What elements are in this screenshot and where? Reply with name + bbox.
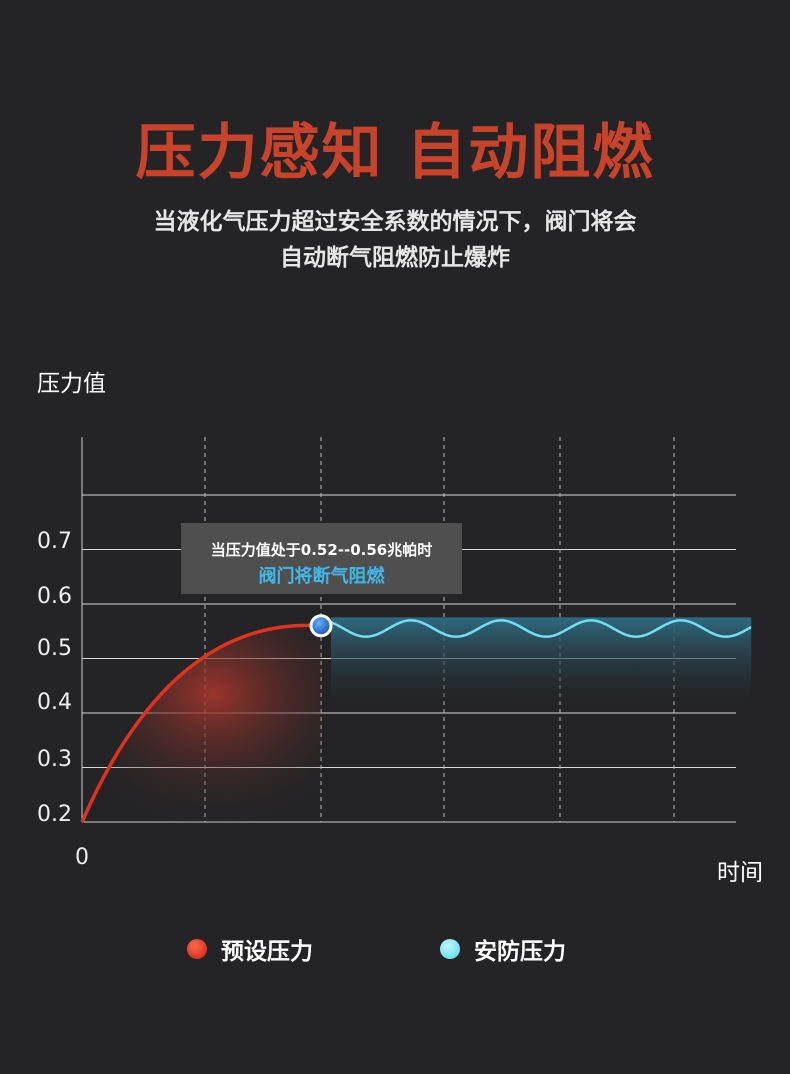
- legend-dot-safe: [440, 939, 460, 959]
- legend-label: 预设压力: [221, 939, 313, 965]
- preset-area: [82, 625, 321, 822]
- legend-dot-preset: [187, 939, 207, 959]
- safe-band-area: [331, 617, 752, 703]
- y-tick: 0.4: [37, 690, 72, 715]
- y-tick: 0.5: [37, 636, 72, 661]
- safe-pressure-wave: [319, 619, 752, 638]
- headline: 压力感知 自动阻燃: [135, 118, 655, 188]
- preset-pressure-line: [80, 623, 322, 823]
- x-tick: 0: [75, 845, 89, 870]
- legend-label: 安防压力: [474, 939, 566, 965]
- x-axis-label: 时间: [717, 860, 763, 886]
- y-axis-label: 压力值: [37, 371, 106, 397]
- subtitle-line-1: 当液化气压力超过安全系数的情况下，阀门将会: [153, 209, 637, 235]
- tooltip-line-2: 阀门将断气阻燃: [258, 566, 385, 587]
- y-tick: 0.6: [37, 584, 72, 609]
- y-tick: 0.2: [37, 802, 72, 827]
- threshold-tooltip: 当压力值处于0.52--0.56兆帕时 阀门将断气阻燃: [181, 523, 462, 594]
- tooltip-line-1: 当压力值处于0.52--0.56兆帕时: [210, 541, 433, 559]
- y-tick: 0.3: [37, 747, 72, 772]
- y-tick: 0.7: [37, 529, 72, 554]
- threshold-point: [309, 614, 333, 638]
- subtitle-line-2: 自动断气阻燃防止爆炸: [280, 245, 510, 271]
- legend-item-preset: 预设压力: [187, 932, 313, 966]
- legend-item-safe: 安防压力: [440, 932, 566, 966]
